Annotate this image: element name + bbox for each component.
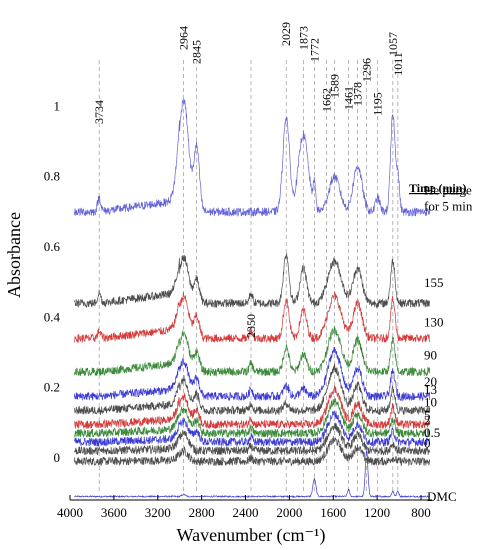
x-tick-label: 2400 <box>233 505 259 520</box>
x-tick-label: 3200 <box>145 505 171 520</box>
y-tick-label: 0.6 <box>44 239 61 254</box>
series-line <box>74 325 431 377</box>
y-axis-label: Absorbance <box>4 212 24 298</box>
series-line <box>74 363 431 416</box>
series-line <box>74 410 431 448</box>
x-tick-label: 800 <box>411 505 431 520</box>
peak-label: 1461 <box>342 86 356 110</box>
legend-title: Time (min) <box>409 181 466 195</box>
peak-label: 1057 <box>386 32 400 56</box>
peak-label: 3734 <box>92 100 106 124</box>
y-tick-label: 0.8 <box>44 169 60 184</box>
series-line <box>74 450 431 499</box>
peak-label: 1589 <box>327 74 341 98</box>
series-label: 155 <box>424 275 444 290</box>
series-label: 90 <box>424 347 437 362</box>
peak-label: 1296 <box>360 58 374 82</box>
peak-label: 1378 <box>351 82 365 106</box>
series-label: 0 <box>424 436 431 451</box>
series-label: 20 <box>424 374 437 389</box>
series-line <box>74 398 430 439</box>
peak-label: 2964 <box>177 26 191 50</box>
y-tick-label: 0 <box>54 450 61 465</box>
y-tick-label: 1 <box>54 98 61 113</box>
peak-label: 2845 <box>190 40 204 64</box>
series-label: 10 <box>424 395 437 410</box>
series-label: He purge <box>424 183 472 198</box>
peak-label: 2029 <box>279 22 293 46</box>
y-axis-ticks: 0 0.2 0.4 0.6 0.8 1 <box>44 98 61 464</box>
series-line <box>74 422 431 456</box>
y-tick-label: 0.2 <box>44 380 60 395</box>
series-label: 5 <box>424 407 431 422</box>
series-label: 2 <box>424 413 431 428</box>
series-line <box>74 347 431 402</box>
x-axis-label: Wavenumber (cm⁻¹) <box>177 525 326 546</box>
peak-label: 1772 <box>307 38 321 62</box>
peak-label: 1195 <box>371 92 385 116</box>
y-tick-label: 0.4 <box>44 309 61 324</box>
series-line <box>74 253 431 309</box>
x-tick-label: 2000 <box>276 505 302 520</box>
series-line <box>74 291 431 344</box>
series-label: for 5 min <box>424 199 473 214</box>
series-line <box>74 436 431 467</box>
x-tick-label: 1600 <box>320 505 346 520</box>
peak-label: 1873 <box>296 26 310 50</box>
peak-label: 2350 <box>244 314 258 338</box>
x-tick-label: 1200 <box>364 505 390 520</box>
x-tick-label: 2800 <box>189 505 215 520</box>
series-layer <box>74 99 431 499</box>
series-label: 130 <box>424 315 444 330</box>
peak-label: 1011 <box>391 52 405 76</box>
x-tick-label: 4000 <box>57 505 83 520</box>
peak-label: 1662 <box>319 88 333 112</box>
series-line <box>74 99 431 217</box>
series-line <box>74 385 431 430</box>
series-label: 13 <box>424 382 437 397</box>
series-label: DMC <box>427 489 457 504</box>
series-label: 0.5 <box>424 425 440 440</box>
x-tick-label: 3600 <box>101 505 127 520</box>
x-axis-ticks: 4000 3600 3200 2800 2400 2000 1600 1200 800 <box>57 495 431 520</box>
